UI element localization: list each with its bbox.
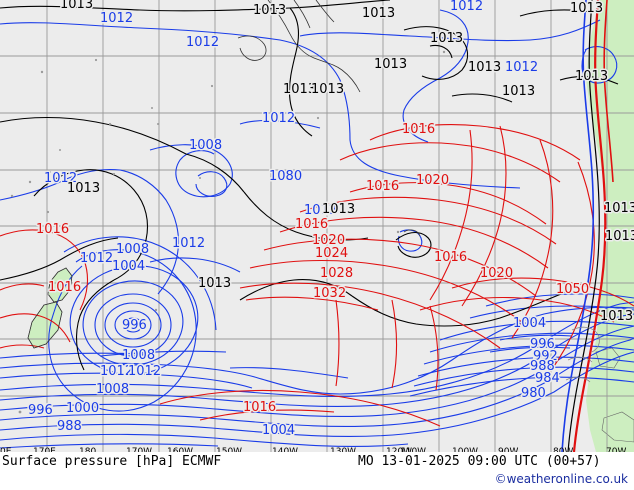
isobar-label: 1013: [283, 82, 316, 97]
isobar-label: 1012: [80, 251, 113, 266]
isobar-label: 1012: [44, 171, 77, 186]
isobar-label: 1012: [304, 203, 337, 218]
isobar-label: 996: [122, 318, 147, 333]
isobar-label: 988: [57, 419, 82, 434]
isobar-label: 1013: [374, 57, 407, 72]
isobar-label: 1016: [243, 400, 276, 415]
isobar-label: 992: [533, 349, 558, 364]
isobar-label: 1012: [100, 11, 133, 26]
isobar-label: 1012: [172, 236, 205, 251]
isobar-label: 1012: [450, 0, 483, 14]
isobar-label: 996: [530, 337, 555, 352]
isobars-neutral: [0, 0, 619, 371]
isobar-label: 1013: [362, 6, 395, 21]
isobar-label: 1016: [295, 217, 328, 232]
isobar-label: 1008: [122, 348, 155, 363]
isobar-label: 1012: [505, 60, 538, 75]
isobar-label: 1013: [502, 84, 535, 99]
isobar-label: 1012: [186, 35, 219, 50]
isobar-label: 1016: [434, 250, 467, 265]
product-title: Surface pressure [hPa] ECMWF: [2, 454, 222, 469]
isobar-label: 1016: [366, 179, 399, 194]
isobar-label: 1020: [312, 233, 345, 248]
isobar-label: 1008: [116, 242, 149, 257]
isobar-label: 1004: [112, 259, 145, 274]
isobar-label: 984: [535, 371, 560, 386]
isobar-label: 1013: [253, 3, 286, 18]
isobar-label: 1013: [198, 276, 231, 291]
isobar-label: 1080: [269, 169, 302, 184]
isobar-label: 988: [530, 359, 555, 374]
isobars-low: [0, 9, 634, 449]
isobar-label: 1016: [48, 280, 81, 295]
isobar-label: 1004: [513, 316, 546, 331]
isobar-label: 1012: [100, 364, 133, 379]
isobar-label: 1013: [322, 202, 355, 217]
isobar-label: 1020: [480, 266, 513, 281]
isobar-label: 1012: [128, 364, 161, 379]
isobar-label: 1024: [315, 246, 348, 261]
isobar-label: 1020: [416, 173, 449, 188]
isobar-label: 1000: [66, 401, 99, 416]
isobar-label: 1008: [189, 138, 222, 153]
valid-time-label: MO 13-01-2025 09:00 UTC (00+57): [358, 454, 601, 469]
isobar-label: 1012: [262, 111, 295, 126]
isobar-label: 1013: [600, 309, 633, 324]
isobar-label: 1004: [262, 423, 295, 438]
isobar-label: 1013: [67, 181, 100, 196]
copyright-label: ©weatheronline.co.uk: [494, 472, 628, 486]
isobar-label: 1013: [430, 31, 463, 46]
isobar-label: 1013: [311, 82, 344, 97]
isobar-label: 1013: [468, 60, 501, 75]
isobar-label: 1028: [320, 266, 353, 281]
isobar-label: 1008: [96, 382, 129, 397]
isobar-label: 980: [521, 386, 546, 401]
isobars-high: [0, 0, 634, 452]
isobar-label: 1050: [556, 282, 589, 297]
map-footer: Surface pressure [hPa] ECMWF MO 13-01-20…: [0, 452, 634, 490]
coastline-layer: [27, 0, 600, 452]
isobar-label: 1013: [604, 201, 634, 216]
isobar-label: 1013: [605, 229, 634, 244]
isobar-label: 1016: [402, 122, 435, 137]
isobar-label: 1013: [570, 1, 603, 16]
isobar-label: 1016: [36, 222, 69, 237]
isobar-label: 1013: [60, 0, 93, 12]
isobar-label: 996: [28, 403, 53, 418]
island-dots: [10, 50, 446, 422]
isobar-label: 1013: [575, 69, 608, 84]
isobar-label: 1032: [313, 286, 346, 301]
pressure-contour-map[interactable]: 1013 1013 1012 1013 1012 1013 1012 1013 1013 1013…: [0, 0, 634, 452]
